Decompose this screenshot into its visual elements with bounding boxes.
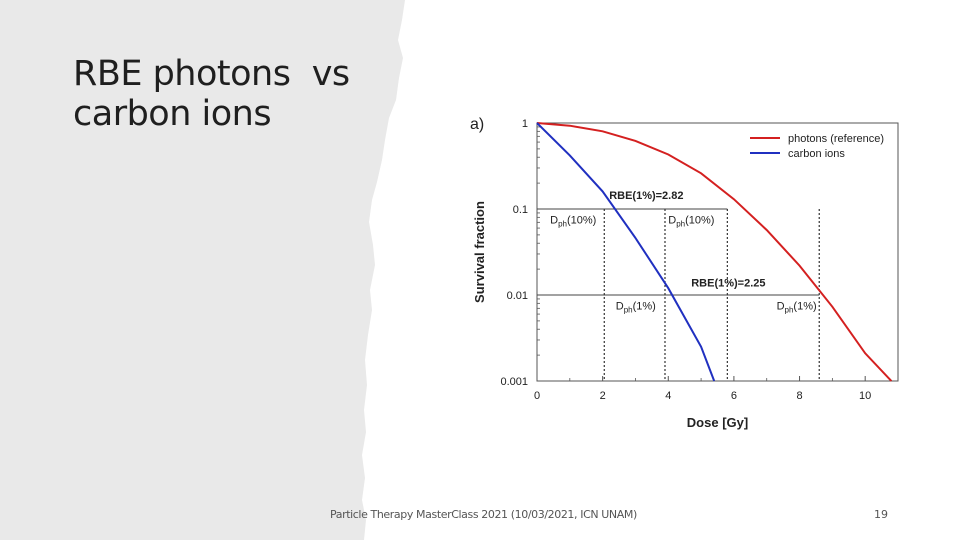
x-axis-label: Dose [Gy] — [687, 415, 748, 430]
page-number: 19 — [874, 508, 888, 521]
series-line-carbon-ions — [536, 122, 716, 382]
annotation-dph-10-b: Dph(10%) — [668, 214, 714, 228]
y-tick-label: 0.01 — [507, 290, 528, 302]
annotation-dph-1-b: Dph(1%) — [777, 300, 817, 314]
y-tick-label: 1 — [522, 118, 528, 130]
annotation-tail: (10%) — [567, 214, 596, 226]
annotation-base: D — [616, 300, 624, 312]
panel-label: a) — [470, 116, 484, 133]
survival-chart: 1 0.1 0.01 0.001 0 2 4 6 8 10 RBE(1%)=2.82 RBE(1%)=… — [470, 116, 899, 430]
annotation-subscript: ph — [676, 219, 685, 228]
x-tick-label: 10 — [859, 390, 871, 402]
annotation-base: D — [777, 300, 785, 312]
y-tick-label: 0.001 — [500, 376, 528, 388]
x-tick-label: 4 — [665, 390, 671, 402]
annotation-dph-1-a: Dph(1%) — [616, 300, 656, 314]
x-tick-label: 2 — [600, 390, 606, 402]
annotation-tail: (1%) — [633, 300, 656, 312]
annotation-base: D — [550, 214, 558, 226]
annotation-tail: (1%) — [793, 300, 816, 312]
annotation-subscript: ph — [785, 305, 794, 314]
annotation-subscript: ph — [624, 305, 633, 314]
slide-title: RBE photons vs carbon ions — [73, 54, 350, 134]
y-tick-label: 0.1 — [513, 204, 528, 216]
footer-text: Particle Therapy MasterClass 2021 (10/03… — [330, 508, 637, 521]
annotation-rbe-1: RBE(1%)=2.25 — [691, 278, 765, 290]
annotation-base: D — [668, 214, 676, 226]
x-tick-label: 6 — [731, 390, 737, 402]
annotation-rbe-10: RBE(1%)=2.82 — [609, 190, 683, 202]
series-line-photons — [536, 122, 893, 382]
y-axis-label: Survival fraction — [472, 201, 487, 303]
torn-paper-panel — [0, 0, 405, 540]
x-tick-label: 0 — [534, 390, 540, 402]
annotation-subscript: ph — [558, 219, 567, 228]
legend-label: photons (reference) — [788, 133, 884, 145]
x-tick-label: 8 — [796, 390, 802, 402]
annotation-tail: (10%) — [685, 214, 714, 226]
slide-title-line-1: RBE photons vs — [73, 54, 350, 94]
plot-frame — [536, 122, 899, 382]
legend-label: carbon ions — [788, 148, 845, 160]
annotation-dph-10-a: Dph(10%) — [550, 214, 596, 228]
slide-title-line-2: carbon ions — [73, 94, 272, 134]
